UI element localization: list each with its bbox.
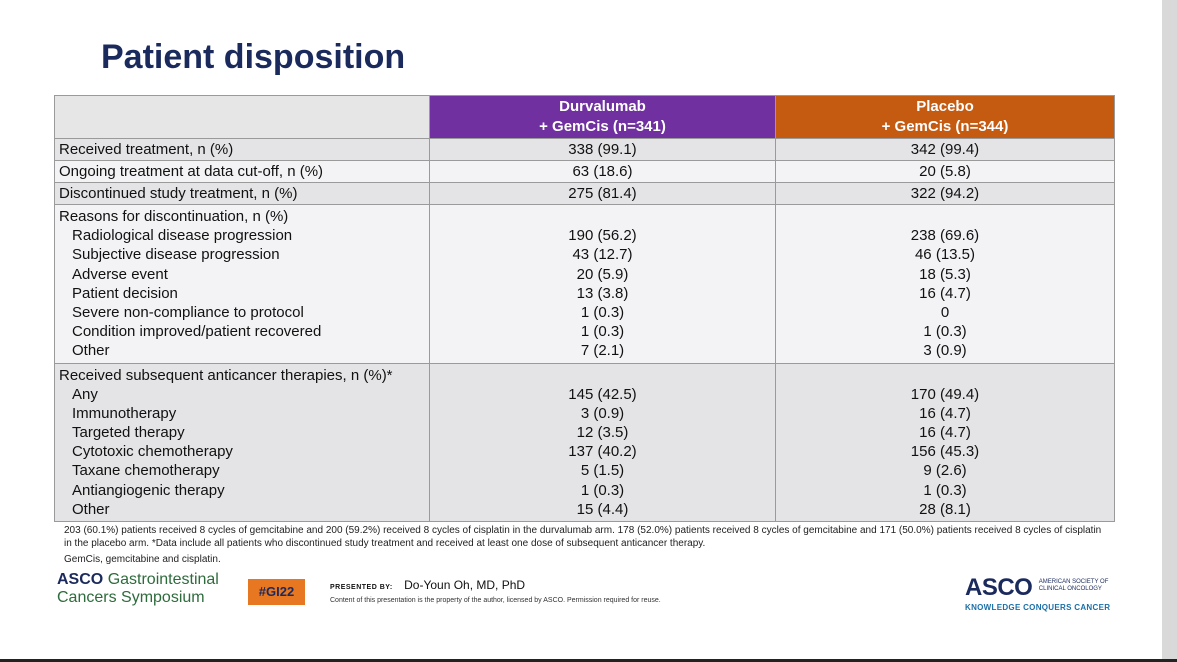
presenter-credit: PRESENTED BY: Do-Youn Oh, MD, PhD xyxy=(330,578,525,592)
durvalumab-value: 1 (0.3) xyxy=(580,323,625,341)
asco-society-line2: CLINICAL ONCOLOGY xyxy=(1038,586,1102,592)
header-placebo: Placebo + GemCis (n=344) xyxy=(775,95,1115,139)
footnote-cycles: 203 (60.1%) patients received 8 cycles o… xyxy=(64,525,1102,549)
placebo-value: 342 (99.4) xyxy=(910,141,980,158)
row-label: Ongoing treatment at data cut-off, n (%) xyxy=(59,163,324,180)
placebo-value: 1 (0.3) xyxy=(923,323,967,341)
header-durvalumab-line2: + GemCis (n=341) xyxy=(539,118,666,135)
symposium-line1: Gastrointestinal xyxy=(107,571,219,588)
durvalumab-value: 145 (42.5) xyxy=(568,385,637,403)
slide-frame-bottom xyxy=(0,659,1177,662)
header-row: Durvalumab + GemCis (n=341) Placebo + Ge… xyxy=(54,95,1115,139)
placebo-value: 20 (5.8) xyxy=(919,163,971,180)
durvalumab-value: 1 (0.3) xyxy=(580,303,625,321)
list-item-label: Immunotherapy xyxy=(72,404,177,422)
list-item-label: Other xyxy=(72,342,110,360)
section-heading: Reasons for discontinuation, n (%) xyxy=(59,208,289,225)
row-subsequent-therapies: Received subsequent anticancer therapies… xyxy=(54,362,1115,522)
durvalumab-value: 275 (81.4) xyxy=(568,185,637,202)
durvalumab-value: 3 (0.9) xyxy=(580,404,625,422)
header-placebo-line1: Placebo xyxy=(916,98,974,115)
durvalumab-value: 137 (40.2) xyxy=(568,443,637,461)
placebo-value: 322 (94.2) xyxy=(910,185,980,202)
durvalumab-value: 338 (99.1) xyxy=(568,141,637,158)
placebo-value: 170 (49.4) xyxy=(910,385,980,403)
placebo-value: 16 (4.7) xyxy=(919,404,971,422)
durvalumab-value: 7 (2.1) xyxy=(580,342,625,360)
row-label: Discontinued study treatment, n (%) xyxy=(59,185,298,202)
symposium-logo: ASCO Gastrointestinal Cancers Symposium xyxy=(57,571,219,607)
durvalumab-value: 15 (4.4) xyxy=(576,500,629,518)
placebo-value: 238 (69.6) xyxy=(910,227,980,245)
symposium-line2: Cancers Symposium xyxy=(57,589,205,606)
slide-frame-right xyxy=(1162,0,1177,662)
placebo-value: 156 (45.3) xyxy=(910,443,980,461)
header-durvalumab: Durvalumab + GemCis (n=341) xyxy=(429,95,776,139)
asco-tagline: KNOWLEDGE CONQUERS CANCER xyxy=(965,603,1111,612)
placebo-value: 0 xyxy=(940,303,950,321)
durvalumab-value: 1 (0.3) xyxy=(580,481,625,499)
row-discontinued-treatment: Discontinued study treatment, n (%) 275 … xyxy=(54,182,1115,205)
rights-notice: Content of this presentation is the prop… xyxy=(330,597,661,604)
placebo-value: 3 (0.9) xyxy=(923,342,967,360)
list-item-label: Cytotoxic chemotherapy xyxy=(72,443,233,461)
durvalumab-value: 20 (5.9) xyxy=(576,265,629,283)
list-item-label: Radiological disease progression xyxy=(72,227,293,245)
placebo-value: 28 (8.1) xyxy=(919,500,971,518)
list-item-label: Taxane chemotherapy xyxy=(72,462,220,480)
symposium-asco-word: ASCO xyxy=(57,571,104,588)
list-item-label: Targeted therapy xyxy=(72,424,185,442)
hashtag-badge: #GI22 xyxy=(248,579,305,605)
durvalumab-value: 43 (12.7) xyxy=(572,246,633,264)
placebo-value: 18 (5.3) xyxy=(919,265,971,283)
list-item-label: Adverse event xyxy=(72,265,168,283)
row-received-treatment: Received treatment, n (%) 338 (99.1) 342… xyxy=(54,138,1115,161)
durvalumab-value: 12 (3.5) xyxy=(576,424,629,442)
presenter-name: Do-Youn Oh, MD, PhD xyxy=(404,578,526,592)
list-item-label: Severe non-compliance to protocol xyxy=(72,303,304,321)
asco-logo-word: ASCO xyxy=(965,574,1033,601)
row-ongoing-treatment: Ongoing treatment at data cut-off, n (%)… xyxy=(54,160,1115,183)
placebo-value: 46 (13.5) xyxy=(914,246,976,264)
placebo-value: 1 (0.3) xyxy=(923,481,967,499)
row-reasons-for-discontinuation: Reasons for discontinuation, n (%) Radio… xyxy=(54,204,1115,364)
list-item-label: Other xyxy=(72,500,110,518)
header-blank-cell xyxy=(54,95,430,139)
list-item-label: Antiangiogenic therapy xyxy=(72,481,225,499)
header-durvalumab-line1: Durvalumab xyxy=(559,98,646,115)
durvalumab-value: 5 (1.5) xyxy=(580,462,625,480)
list-item-label: Patient decision xyxy=(72,284,178,302)
footnote-abbreviation: GemCis, gemcitabine and cisplatin. xyxy=(64,554,221,565)
asco-society-line1: AMERICAN SOCIETY OF xyxy=(1038,579,1109,585)
placebo-value: 16 (4.7) xyxy=(919,424,971,442)
asco-logo: ASCO AMERICAN SOCIETY OF CLINICAL ONCOLO… xyxy=(965,574,1119,612)
placebo-value: 9 (2.6) xyxy=(923,462,967,480)
durvalumab-value: 13 (3.8) xyxy=(576,284,629,302)
list-item-label: Condition improved/patient recovered xyxy=(72,323,322,341)
section-heading: Received subsequent anticancer therapies… xyxy=(59,366,393,384)
page-title: Patient disposition xyxy=(101,38,406,76)
asco-society-name: AMERICAN SOCIETY OF CLINICAL ONCOLOGY xyxy=(1039,579,1119,593)
list-item-label: Any xyxy=(72,385,98,403)
placebo-value: 16 (4.7) xyxy=(919,284,971,302)
presented-by-label: PRESENTED BY: xyxy=(330,584,393,591)
row-label: Received treatment, n (%) xyxy=(59,141,234,158)
header-placebo-line2: + GemCis (n=344) xyxy=(881,118,1009,135)
disposition-table: Durvalumab + GemCis (n=341) Placebo + Ge… xyxy=(54,95,1115,522)
list-item-label: Subjective disease progression xyxy=(72,246,280,264)
durvalumab-value: 63 (18.6) xyxy=(572,163,633,180)
durvalumab-value: 190 (56.2) xyxy=(568,227,637,245)
